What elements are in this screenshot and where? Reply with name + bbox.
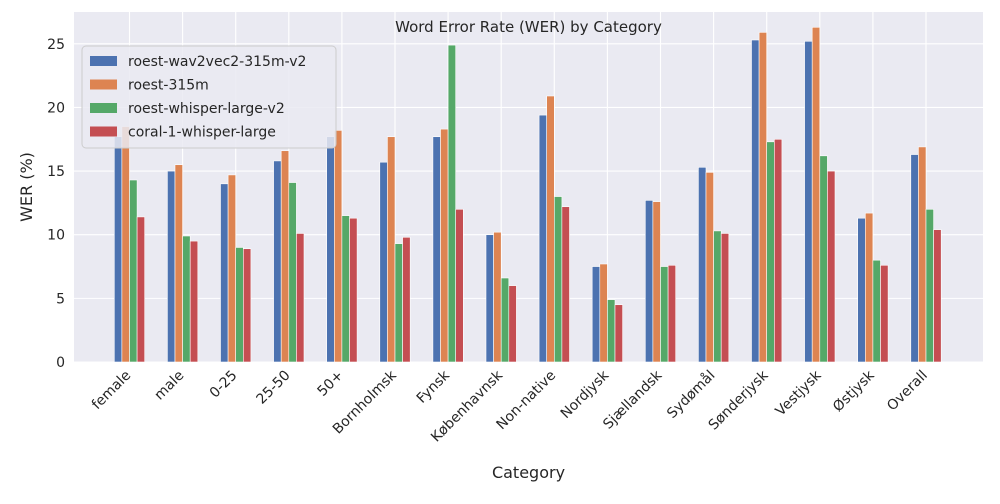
bar-roest-wav2vec2-315m-v2-0-25: [220, 183, 229, 363]
bar-roest-315m-Vestjysk: [811, 26, 821, 363]
bar-roest-315m-Sjællandsk: [652, 201, 661, 363]
bar-roest-wav2vec2-315m-v2-female: [114, 136, 123, 363]
y-tick-label: 20: [47, 100, 65, 116]
bar-roest-wav2vec2-315m-v2-Overall: [910, 154, 919, 363]
y-tick-label: 15: [47, 164, 65, 180]
bar-coral-1-whisper-large-Sønderjysk: [773, 138, 783, 363]
bar-coral-1-whisper-large-0-25: [243, 248, 252, 363]
chart-title: Word Error Rate (WER) by Category: [395, 18, 662, 36]
bar-coral-1-whisper-large-male: [189, 240, 199, 363]
bar-roest-whisper-large-v2-Bornholmsk: [394, 243, 403, 363]
bar-coral-1-whisper-large-Københavnsk: [508, 285, 517, 363]
bar-coral-1-whisper-large-Nordjysk: [614, 304, 623, 363]
bar-roest-wav2vec2-315m-v2-Sydømål: [698, 166, 707, 363]
bar-roest-315m-Østjysk: [864, 212, 874, 363]
legend-swatch: [90, 126, 117, 137]
bar-roest-315m-Fynsk: [440, 128, 449, 363]
bar-roest-315m-Non-native: [546, 95, 555, 363]
x-tick-label: Vestjysk: [773, 367, 826, 420]
x-tick-label: Sydømål: [663, 367, 718, 422]
bar-roest-whisper-large-v2-Københavnsk: [500, 277, 510, 363]
bar-roest-wav2vec2-315m-v2-Fynsk: [432, 136, 441, 363]
legend-swatch: [90, 79, 117, 90]
bar-roest-wav2vec2-315m-v2-Sønderjysk: [751, 39, 760, 363]
y-axis-ticks: 0 5 10 15 20 25: [47, 37, 65, 371]
x-tick-label: 50+: [315, 368, 347, 400]
bar-coral-1-whisper-large-Overall: [933, 229, 942, 363]
bar-coral-1-whisper-large-Østjysk: [880, 264, 889, 363]
bar-roest-whisper-large-v2-Sydømål: [713, 230, 722, 363]
bar-coral-1-whisper-large-Sydømål: [720, 233, 730, 363]
legend-box: [81, 45, 337, 149]
bar-roest-315m-50+: [333, 130, 343, 363]
bar-roest-315m-0-25: [227, 174, 237, 363]
legend-label: roest-wav2vec2-315m-v2: [128, 54, 306, 70]
bar-roest-whisper-large-v2-female: [129, 179, 138, 363]
x-tick-label: 0-25: [207, 368, 241, 402]
legend-swatch: [90, 103, 117, 113]
x-tick-label: Overall: [884, 368, 931, 415]
bar-coral-1-whisper-large-Fynsk: [455, 208, 464, 363]
bar-roest-whisper-large-v2-male: [182, 235, 191, 363]
x-axis-ticks: female male 0-25 25-50 50+Bornholmsk FynskKøb…: [89, 367, 931, 446]
bar-roest-whisper-large-v2-Vestjysk: [819, 155, 828, 363]
bar-roest-whisper-large-v2-Østjysk: [872, 259, 881, 363]
legend: roest-wav2vec2-315m-v2 roest-315m roest-wh…: [81, 45, 337, 149]
bar-roest-wav2vec2-315m-v2-Nordjysk: [591, 266, 601, 363]
bar-roest-wav2vec2-315m-v2-Østjysk: [857, 217, 866, 363]
x-tick-label: male: [152, 368, 188, 404]
bar-roest-whisper-large-v2-50+: [341, 215, 350, 363]
y-tick-label: 25: [47, 37, 65, 53]
bar-coral-1-whisper-large-Non-native: [561, 206, 570, 363]
y-axis-label: WER (%): [17, 152, 36, 222]
bar-roest-wav2vec2-315m-v2-Bornholmsk: [379, 161, 388, 363]
bar-roest-whisper-large-v2-Overall: [925, 208, 934, 363]
bar-roest-315m-Sydømål: [705, 172, 714, 363]
bar-roest-315m-Nordjysk: [599, 263, 608, 363]
bar-roest-whisper-large-v2-Sjællandsk: [660, 266, 669, 363]
y-tick-label: 10: [47, 228, 65, 244]
bar-roest-wav2vec2-315m-v2-25-50: [273, 160, 282, 363]
x-tick-label: Østjysk: [830, 367, 878, 415]
bar-roest-315m-25-50: [280, 150, 290, 363]
bar-roest-wav2vec2-315m-v2-Vestjysk: [804, 40, 813, 363]
bar-roest-315m-Sønderjysk: [758, 32, 767, 363]
y-tick-label: 5: [56, 291, 65, 307]
bar-coral-1-whisper-large-Sjællandsk: [667, 264, 676, 363]
bar-roest-whisper-large-v2-Non-native: [553, 196, 563, 363]
bar-roest-wav2vec2-315m-v2-male: [167, 170, 176, 363]
bar-roest-wav2vec2-315m-v2-Københavnsk: [485, 234, 494, 363]
bar-roest-315m-Københavnsk: [493, 231, 502, 363]
bar-coral-1-whisper-large-Vestjysk: [827, 170, 836, 363]
bar-roest-whisper-large-v2-Fynsk: [447, 44, 457, 363]
x-tick-label: 25-50: [254, 368, 294, 408]
bars: [114, 26, 942, 363]
bar-roest-whisper-large-v2-Sønderjysk: [766, 141, 775, 363]
bar-coral-1-whisper-large-25-50: [296, 233, 305, 363]
bar-roest-wav2vec2-315m-v2-50+: [326, 136, 335, 363]
bar-roest-whisper-large-v2-25-50: [288, 182, 297, 363]
bar-roest-whisper-large-v2-0-25: [235, 247, 244, 363]
y-tick-label: 0: [56, 355, 65, 371]
x-tick-label: Nordjysk: [558, 367, 613, 422]
bar-roest-315m-female: [121, 126, 130, 363]
x-axis-label: Category: [492, 463, 565, 482]
bar-coral-1-whisper-large-female: [136, 216, 146, 363]
bar-coral-1-whisper-large-Bornholmsk: [402, 236, 411, 363]
x-tick-label: Fynsk: [414, 367, 454, 407]
bar-roest-wav2vec2-315m-v2-Sjællandsk: [644, 200, 654, 363]
legend-label: roest-whisper-large-v2: [128, 101, 285, 117]
bar-roest-315m-Bornholmsk: [387, 136, 396, 363]
bar-roest-315m-male: [174, 164, 183, 363]
legend-label: coral-1-whisper-large: [128, 125, 276, 141]
bar-roest-wav2vec2-315m-v2-Non-native: [538, 114, 547, 363]
bar-roest-whisper-large-v2-Nordjysk: [607, 299, 616, 363]
x-tick-label: female: [89, 368, 134, 413]
bar-roest-315m-Overall: [918, 146, 927, 363]
legend-label: roest-315m: [128, 78, 209, 94]
bar-coral-1-whisper-large-50+: [349, 217, 358, 363]
legend-swatch: [90, 56, 117, 66]
